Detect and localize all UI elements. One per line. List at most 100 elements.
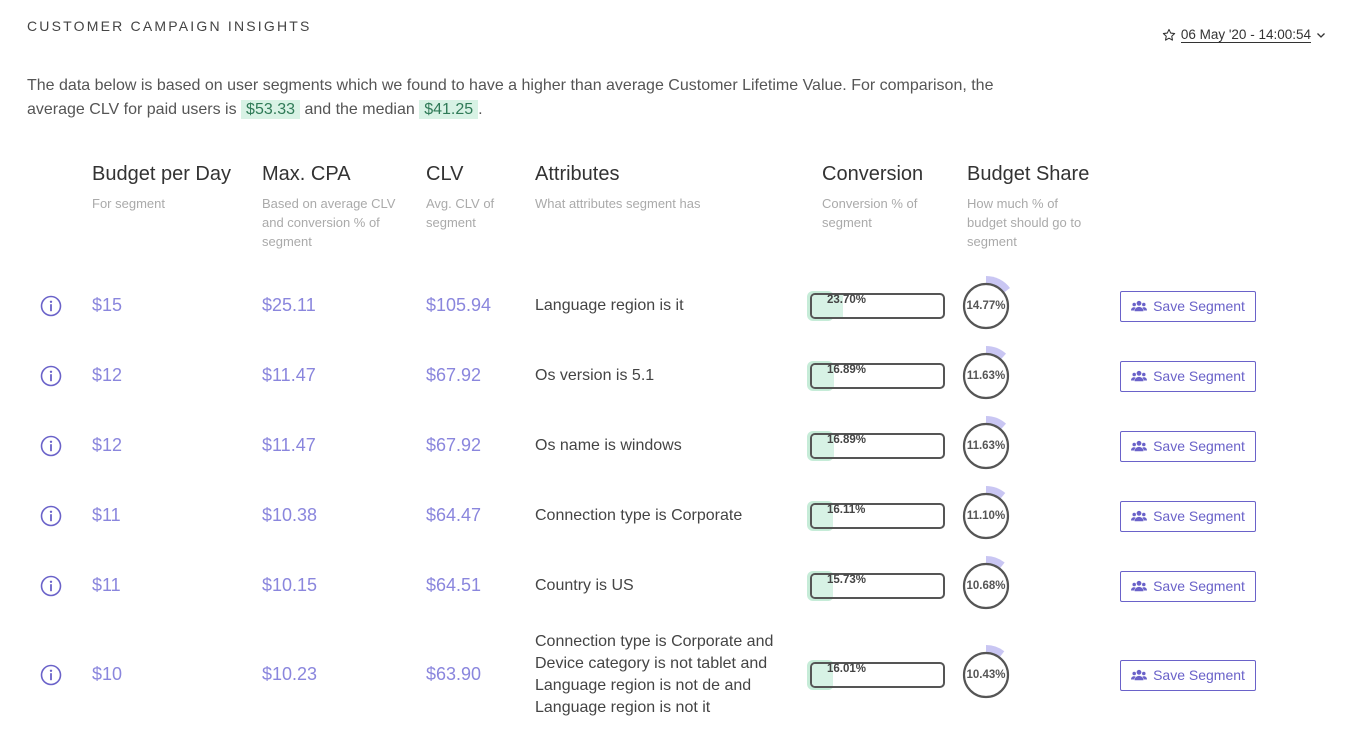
column-subtitle: How much % of budget should go to segmen… — [967, 196, 1082, 249]
intro-text: The data below is based on user segments… — [27, 74, 1027, 122]
segment-row: $15 $25.11 $105.94 Language region is it… — [0, 271, 1354, 341]
cpa-value: $11.47 — [262, 365, 316, 385]
save-segment-button[interactable]: Save Segment — [1120, 290, 1256, 322]
conversion-bar-track — [810, 433, 945, 459]
save-segment-button[interactable]: Save Segment — [1120, 360, 1256, 392]
budget-share-ring — [962, 556, 1010, 610]
star-icon[interactable] — [1162, 28, 1176, 42]
save-segment-label: Save Segment — [1153, 298, 1245, 314]
segment-row: $12 $11.47 $67.92 Os version is 5.1 16.8… — [0, 341, 1354, 411]
conversion-bar-fill — [812, 505, 833, 527]
save-segment-label: Save Segment — [1153, 667, 1245, 683]
conversion-label: 16.89% — [827, 364, 867, 376]
column-header-share: Budget Share How much % of budget should… — [967, 163, 1097, 251]
budget-value: $12 — [92, 435, 123, 455]
avg-clv-badge: $53.33 — [241, 100, 300, 119]
save-segment-label: Save Segment — [1153, 438, 1245, 454]
budget-value: $11 — [92, 505, 121, 525]
segment-row: $11 $10.38 $64.47 Connection type is Cor… — [0, 481, 1354, 551]
conversion-bar-track — [810, 662, 945, 688]
budget-share-label: 11.10% — [966, 510, 1006, 522]
chevron-down-icon[interactable] — [1316, 30, 1326, 40]
column-title: Conversion — [822, 163, 924, 185]
attributes-text: Connection type is Corporate — [535, 507, 743, 524]
clv-value: $67.92 — [426, 435, 482, 455]
column-header-cpa: Max. CPA Based on average CLV and conver… — [262, 163, 402, 251]
save-segment-button[interactable]: Save Segment — [1120, 500, 1256, 532]
cpa-value: $25.11 — [262, 295, 316, 315]
conversion-label: 16.01% — [827, 663, 867, 675]
info-circle-icon[interactable] — [40, 664, 62, 686]
save-segment-button[interactable]: Save Segment — [1120, 570, 1256, 602]
clv-value: $64.51 — [426, 575, 482, 595]
budget-share-ring — [962, 346, 1010, 400]
cpa-value: $11.47 — [262, 435, 316, 455]
budget-value: $15 — [92, 295, 123, 315]
conversion-bar-track — [810, 573, 945, 599]
column-header-conversion: Conversion Conversion % of segment — [822, 163, 932, 232]
date-text[interactable]: 06 May '20 - 14:00:54 — [1180, 27, 1311, 43]
conversion-label: 15.73% — [827, 574, 867, 586]
budget-share-circle — [962, 492, 1010, 540]
clv-value: $64.47 — [426, 505, 482, 525]
save-segment-label: Save Segment — [1153, 368, 1245, 384]
budget-share-label: 11.63% — [966, 440, 1006, 452]
users-icon — [1131, 580, 1148, 591]
users-icon — [1131, 300, 1148, 311]
budget-share-gauge: 10.43% — [962, 645, 1012, 701]
cpa-value: $10.15 — [262, 575, 318, 595]
attributes-text: Os version is 5.1 — [535, 367, 655, 384]
column-subtitle: What attributes segment has — [535, 196, 701, 211]
cpa-value: $10.23 — [262, 664, 318, 684]
column-header-budget: Budget per Day For segment — [92, 163, 252, 213]
budget-share-ring — [962, 645, 1010, 699]
conversion-bar-fill — [812, 365, 834, 387]
budget-share-ring — [962, 276, 1011, 330]
info-circle-icon[interactable] — [40, 505, 62, 527]
column-title: Budget Share — [967, 163, 1090, 185]
clv-value: $67.92 — [426, 365, 482, 385]
save-segment-label: Save Segment — [1153, 578, 1245, 594]
info-circle-icon[interactable] — [40, 365, 62, 387]
users-icon — [1131, 370, 1148, 381]
budget-share-label: 11.63% — [966, 370, 1006, 382]
budget-value: $12 — [92, 365, 123, 385]
column-subtitle: Conversion % of segment — [822, 196, 918, 230]
conversion-label: 16.89% — [827, 434, 867, 446]
budget-value: $11 — [92, 575, 121, 595]
info-circle-icon[interactable] — [40, 295, 62, 317]
attributes-text: Language region is it — [535, 297, 684, 314]
save-segment-button[interactable]: Save Segment — [1120, 430, 1256, 462]
budget-share-label: 10.43% — [966, 669, 1006, 681]
info-circle-icon[interactable] — [40, 435, 62, 457]
conversion-label: 16.11% — [827, 504, 866, 516]
conversion-bar-track — [810, 503, 945, 529]
budget-share-gauge: 14.77% — [962, 276, 1012, 332]
budget-share-ring — [962, 486, 1010, 540]
conversion-bar-fill — [812, 435, 834, 457]
conversion-bar: 16.89% — [807, 431, 947, 461]
conversion-label: 23.70% — [827, 294, 867, 306]
column-title: Attributes — [535, 163, 620, 185]
segment-row: $10 $10.23 $63.90 Connection type is Cor… — [0, 629, 1354, 721]
users-icon — [1131, 510, 1148, 521]
budget-share-circle — [962, 651, 1010, 699]
conversion-bar: 15.73% — [807, 571, 947, 601]
save-segment-button[interactable]: Save Segment — [1120, 659, 1256, 691]
budget-share-circle — [962, 282, 1010, 330]
budget-share-circle — [962, 352, 1010, 400]
conversion-bar-track — [810, 363, 945, 389]
conversion-bar-fill — [812, 664, 833, 686]
info-circle-icon[interactable] — [40, 575, 62, 597]
date-picker[interactable]: 06 May '20 - 14:00:54 — [1162, 27, 1326, 43]
column-title: Budget per Day — [92, 163, 231, 185]
conversion-bar-fill — [812, 575, 833, 597]
attributes-text: Connection type is Corporate and Device … — [535, 633, 774, 716]
conversion-bar-fill — [812, 295, 843, 317]
save-segment-label: Save Segment — [1153, 508, 1245, 524]
column-subtitle: Based on average CLV and conversion % of… — [262, 196, 396, 249]
attributes-text: Os name is windows — [535, 437, 682, 454]
budget-share-gauge: 11.10% — [962, 486, 1012, 542]
column-header-attributes: Attributes What attributes segment has — [535, 163, 755, 213]
column-subtitle: Avg. CLV of segment — [426, 196, 495, 230]
